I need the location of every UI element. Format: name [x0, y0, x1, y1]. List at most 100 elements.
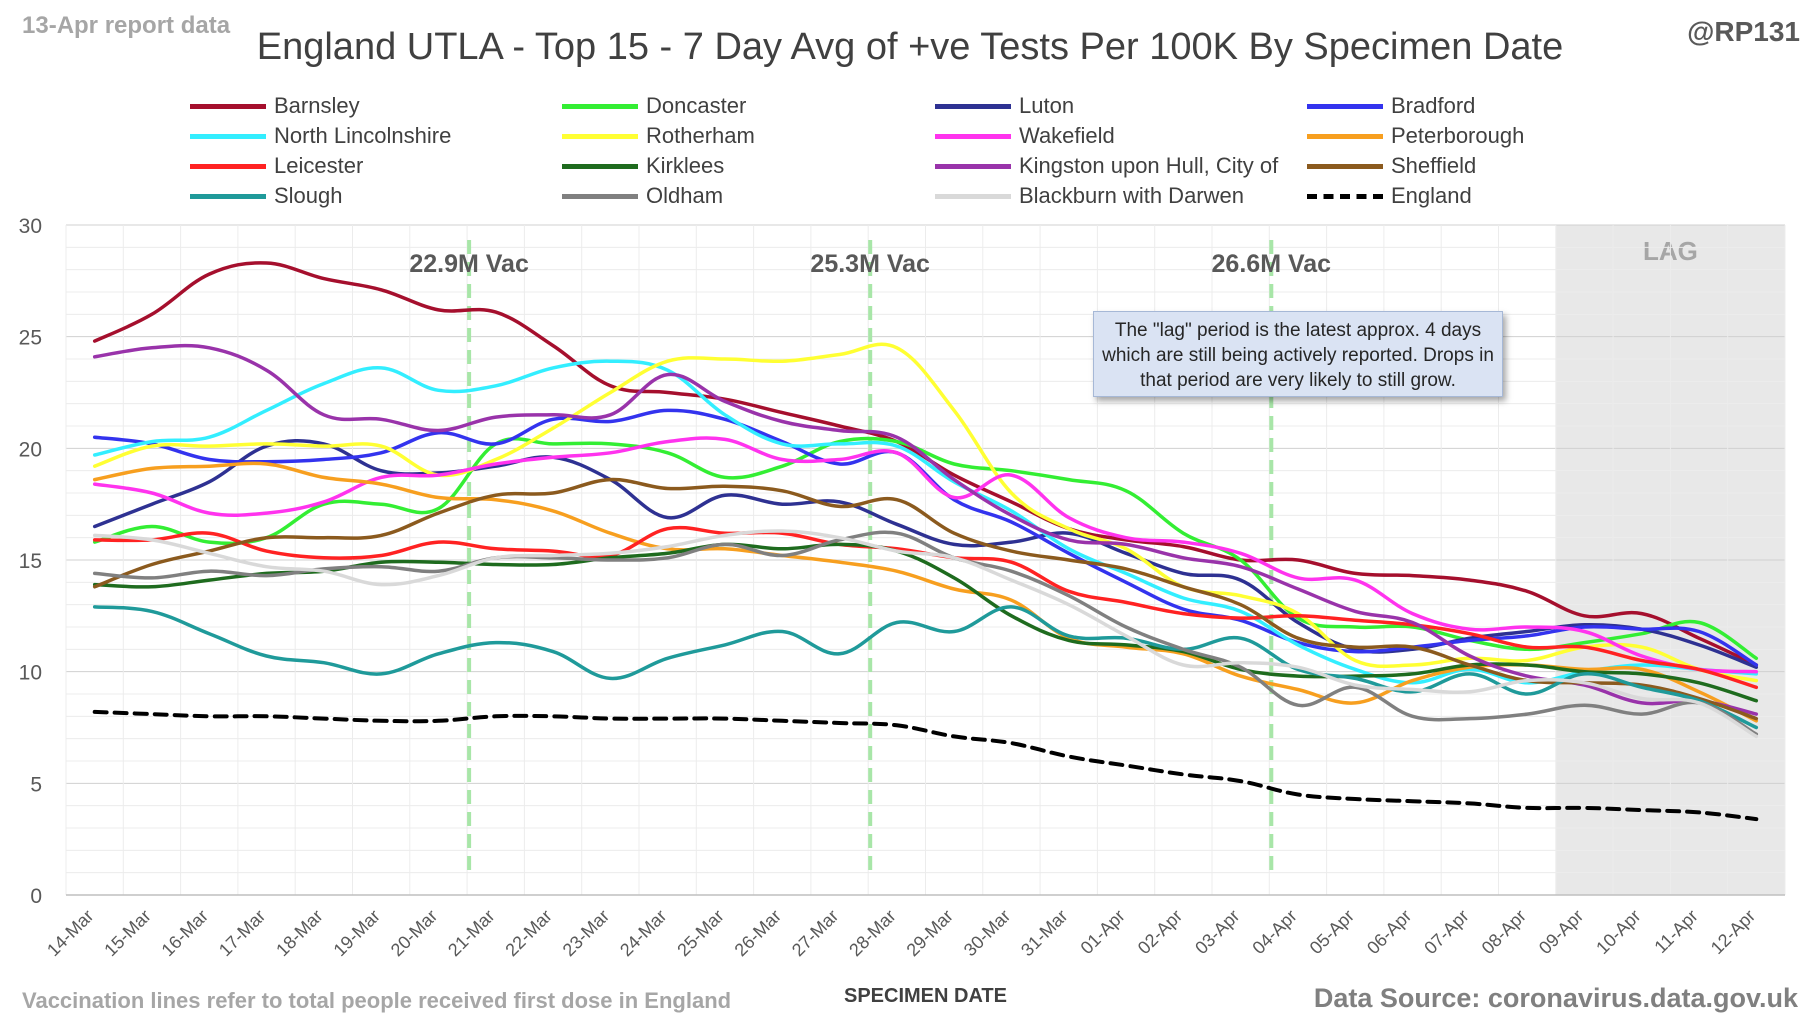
legend-swatch	[190, 193, 266, 199]
legend-label: England	[1391, 183, 1472, 208]
x-tick-label: 30-Mar	[960, 906, 1014, 960]
legend-label: Rotherham	[646, 123, 755, 148]
x-tick-label: 23-Mar	[559, 906, 613, 960]
x-tick-label: 02-Apr	[1134, 906, 1186, 958]
legend-swatch	[935, 133, 1011, 139]
x-tick-label: 04-Apr	[1248, 906, 1300, 958]
legend-item-kirklees: Kirklees	[562, 152, 724, 180]
x-tick-label: 29-Mar	[903, 906, 957, 960]
y-tick-label: 25	[19, 327, 42, 350]
legend-item-sheffield: Sheffield	[1307, 152, 1476, 180]
x-tick-label: 27-Mar	[788, 906, 842, 960]
x-tick-label: 16-Mar	[158, 906, 212, 960]
lag-note-box: The "lag" period is the latest approx. 4…	[1093, 311, 1503, 397]
legend-swatch	[190, 163, 266, 169]
x-tick-label: 28-Mar	[845, 906, 899, 960]
legend-label: Barnsley	[274, 93, 360, 118]
y-tick-label: 10	[19, 662, 42, 685]
x-tick-label: 31-Mar	[1017, 906, 1071, 960]
legend-item-north-lincolnshire: North Lincolnshire	[190, 122, 451, 150]
legend-label: Leicester	[274, 153, 364, 178]
x-tick-label: 20-Mar	[387, 906, 441, 960]
vaccination-label: 22.9M Vac	[409, 250, 529, 278]
x-tick-label: 07-Apr	[1420, 906, 1472, 958]
series-line-barnsley	[92, 261, 1759, 667]
legend-label: Sheffield	[1391, 153, 1477, 178]
legend-item-blackburn-with-darwen: Blackburn with Darwen	[935, 182, 1244, 210]
series-line-north-lincolnshire	[92, 359, 1759, 685]
series-line-sheffield	[92, 477, 1759, 721]
x-tick-label: 05-Apr	[1306, 906, 1358, 958]
legend-swatch	[935, 193, 1011, 199]
x-tick-label: 26-Mar	[731, 906, 785, 960]
legend-swatch	[1307, 193, 1383, 199]
legend-label: Luton	[1019, 93, 1075, 118]
x-tick-label: 17-Mar	[215, 906, 269, 960]
x-tick-label: 22-Mar	[501, 906, 555, 960]
legend-item-leicester: Leicester	[190, 152, 363, 180]
x-tick-label: 03-Apr	[1191, 906, 1243, 958]
series-line-blackburn-with-darwen	[92, 529, 1759, 739]
legend-swatch	[1307, 163, 1383, 169]
legend-label: North Lincolnshire	[274, 123, 452, 148]
legend-label: Peterborough	[1391, 123, 1525, 148]
legend-item-england: England	[1307, 182, 1472, 210]
report-date-label: 13-Apr report data	[22, 12, 231, 39]
y-tick-label: 20	[19, 438, 42, 461]
legend-swatch	[1307, 133, 1383, 139]
y-tick-label: 5	[30, 773, 42, 796]
legend-swatch	[190, 103, 266, 109]
series-line-england	[92, 709, 1759, 822]
y-tick-label: 15	[19, 550, 42, 573]
legend-label: Blackburn with Darwen	[1019, 183, 1244, 208]
x-tick-label: 24-Mar	[616, 906, 670, 960]
legend-item-oldham: Oldham	[562, 182, 723, 210]
footer-note: Vaccination lines refer to total people …	[22, 988, 732, 1013]
legend-item-peterborough: Peterborough	[1307, 122, 1524, 150]
x-tick-label: 25-Mar	[673, 906, 727, 960]
vaccination-label: 25.3M Vac	[810, 250, 930, 278]
series-line-luton	[92, 439, 1759, 669]
legend-label: Kirklees	[646, 153, 725, 178]
legend-item-luton: Luton	[935, 92, 1074, 120]
legend-item-barnsley: Barnsley	[190, 92, 360, 120]
legend-swatch	[1307, 103, 1383, 109]
x-tick-label: 12-Apr	[1707, 906, 1759, 958]
vaccination-label: 26.6M Vac	[1212, 250, 1332, 278]
legend-swatch	[935, 103, 1011, 109]
x-tick-label: 18-Mar	[272, 906, 326, 960]
x-tick-label: 01-Apr	[1077, 906, 1129, 958]
legend-label: Kingston upon Hull, City of	[1019, 153, 1279, 178]
legend-label: Doncaster	[646, 93, 747, 118]
x-tick-label: 19-Mar	[330, 906, 384, 960]
x-tick-label: 15-Mar	[100, 906, 154, 960]
x-tick-label: 06-Apr	[1363, 906, 1415, 958]
series-line-rotherham	[92, 342, 1759, 683]
legend-swatch	[562, 193, 638, 199]
legend-item-slough: Slough	[190, 182, 343, 210]
legend-swatch	[562, 133, 638, 139]
y-tick-label: 0	[30, 885, 42, 908]
legend-item-kingston-upon-hull-city-of: Kingston upon Hull, City of	[935, 152, 1278, 180]
x-tick-label: 21-Mar	[444, 906, 498, 960]
x-tick-label: 11-Apr	[1650, 906, 1701, 957]
legend-label: Slough	[274, 183, 343, 208]
legend-item-bradford: Bradford	[1307, 92, 1475, 120]
legend-item-doncaster: Doncaster	[562, 92, 746, 120]
author-handle: @RP131	[1687, 16, 1800, 47]
series-line-wakefield	[92, 436, 1759, 674]
x-tick-label: 10-Apr	[1592, 906, 1644, 958]
legend: Barnsley Doncaster Luton Bradford North Linc…	[190, 92, 1770, 216]
x-tick-label: 08-Apr	[1478, 906, 1530, 958]
legend-item-rotherham: Rotherham	[562, 122, 755, 150]
chart-title: England UTLA - Top 15 - 7 Day Avg of +ve…	[256, 26, 1564, 68]
data-source: Data Source: coronavirus.data.gov.uk	[1313, 983, 1798, 1013]
legend-label: Oldham	[646, 183, 724, 208]
legend-swatch	[190, 133, 266, 139]
x-tick-label: 09-Apr	[1535, 906, 1587, 958]
legend-swatch	[562, 103, 638, 109]
x-tick-label: 14-Mar	[43, 906, 97, 960]
series-line-slough	[92, 605, 1759, 730]
